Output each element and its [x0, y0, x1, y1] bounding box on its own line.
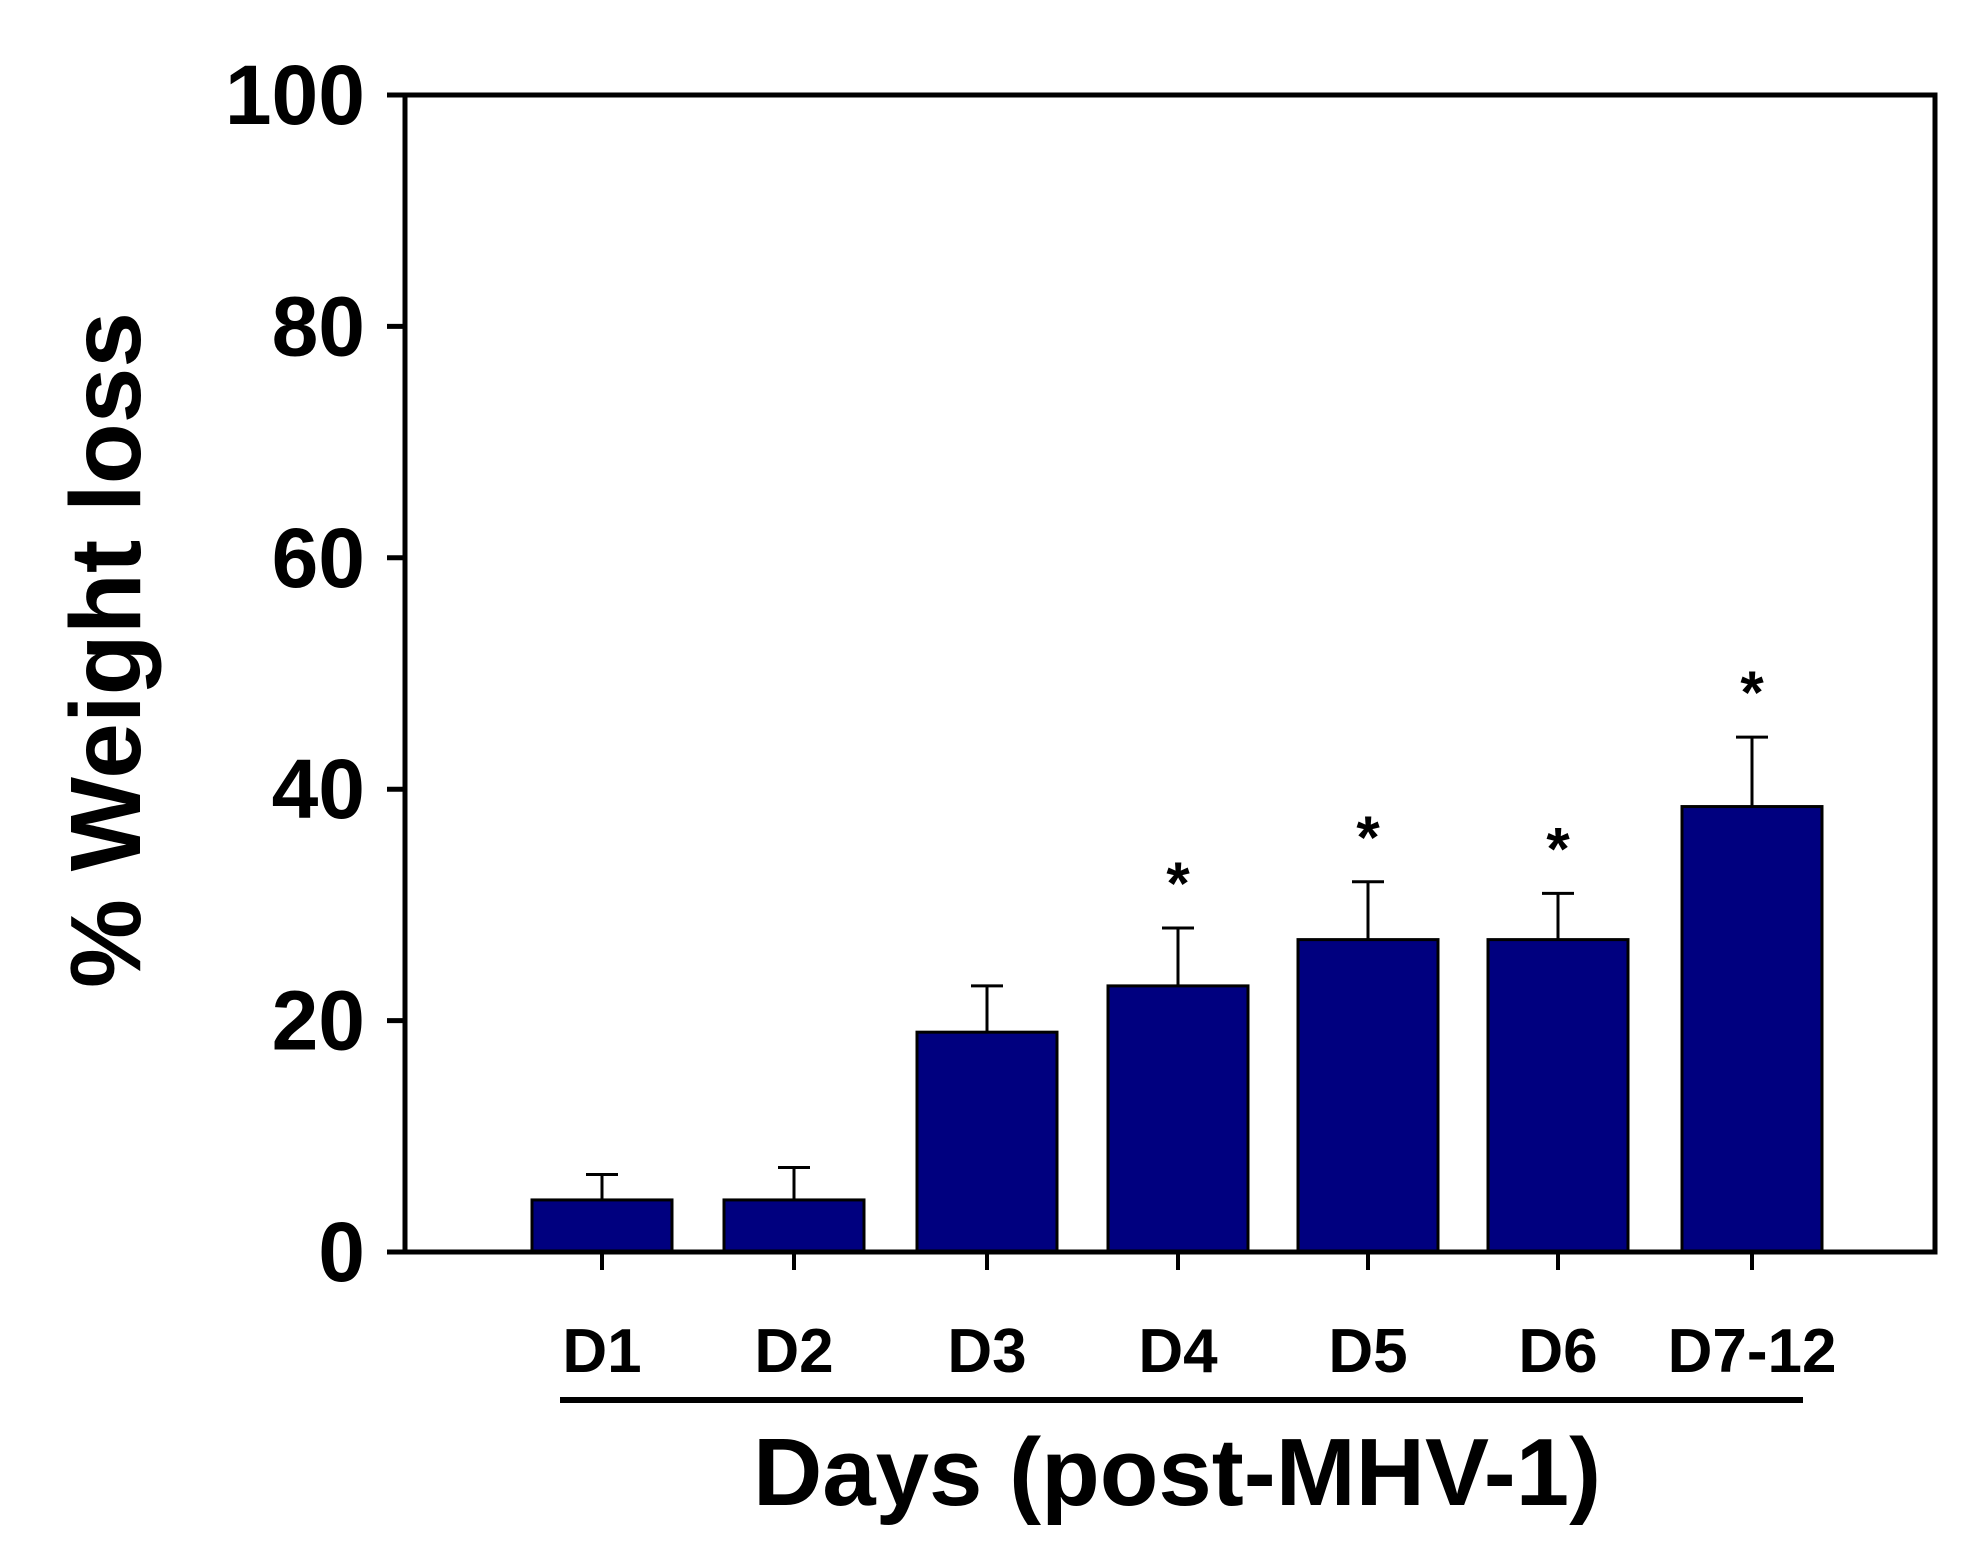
x-tick-label-D4: D4 [1138, 1317, 1218, 1386]
x-axis-title: Days (post-MHV-1) [753, 1419, 1601, 1526]
y-tick-label: 60 [272, 511, 365, 605]
bar-D3 [915, 1030, 1059, 1254]
bars-layer [530, 805, 1824, 1254]
bar-D2 [722, 1198, 866, 1254]
significance-layer: * * * * [1166, 659, 1764, 917]
bar-D1 [530, 1198, 674, 1254]
error-bars-layer [586, 735, 1768, 1200]
bar-D7-12 [1680, 805, 1824, 1254]
x-tick-label-D2: D2 [754, 1317, 833, 1386]
x-axis-ticks: D1 D2 D3 D4 D5 D6 D7-12 [562, 1252, 1836, 1386]
significance-star-D6: * [1546, 815, 1570, 882]
x-tick-label-D6: D6 [1518, 1317, 1597, 1386]
bar-D4 [1106, 984, 1250, 1254]
x-tick-label-D5: D5 [1328, 1317, 1407, 1386]
x-tick-label-D3: D3 [947, 1317, 1026, 1386]
bar-D6 [1486, 938, 1630, 1254]
significance-star-D7-12: * [1740, 659, 1764, 726]
y-tick-label: 80 [272, 279, 365, 373]
y-tick-label: 20 [272, 974, 365, 1068]
x-tick-label-D1: D1 [562, 1317, 641, 1386]
y-tick-label: 100 [225, 48, 365, 142]
significance-star-D5: * [1356, 804, 1380, 871]
x-tick-label-D7-12: D7-12 [1668, 1317, 1837, 1386]
y-tick-label: 0 [318, 1205, 365, 1299]
y-axis-title: % Weight loss [50, 312, 162, 988]
bar-D5 [1296, 938, 1440, 1254]
y-tick-label: 40 [272, 742, 365, 836]
significance-star-D4: * [1166, 850, 1190, 917]
plot-frame [402, 92, 1938, 1255]
y-axis-ticks: 0 20 40 60 80 100 [225, 48, 405, 1299]
